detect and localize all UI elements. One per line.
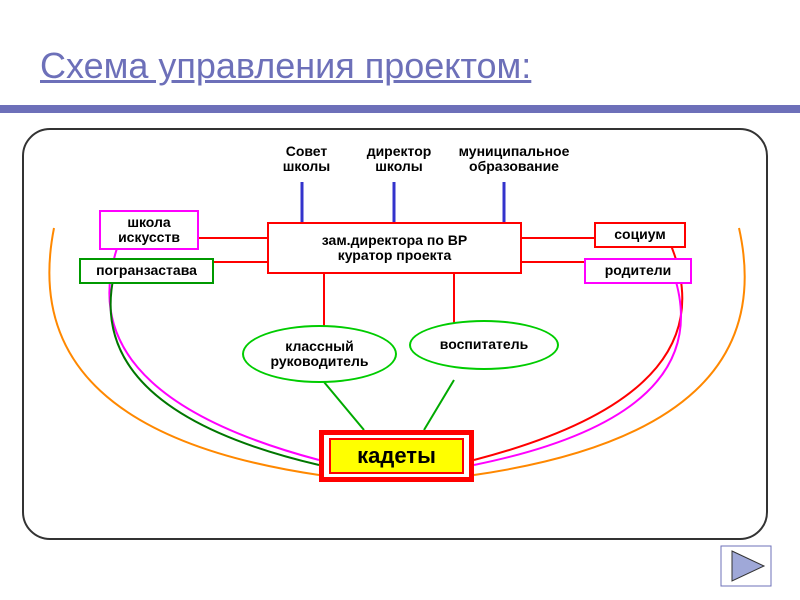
node-cadets-inner: кадеты: [329, 438, 464, 474]
page-title: Схема управления проектом:: [40, 45, 531, 87]
label-director: директор школы: [359, 144, 439, 175]
node-art-school: школа искусств: [99, 210, 199, 250]
diagram-frame: Совет школы директор школы муниципальное…: [22, 128, 768, 540]
node-outpost: погранзастава: [79, 258, 214, 284]
next-button[interactable]: [720, 545, 772, 587]
node-class-teacher: классный руководитель: [242, 325, 397, 383]
node-center-line1: зам.директора по ВР: [322, 233, 467, 248]
node-center-line2: куратор проекта: [338, 248, 452, 263]
play-icon: [720, 545, 772, 587]
title-underline: [0, 105, 800, 113]
node-cadets-outer: кадеты: [319, 430, 474, 482]
node-parents: родители: [584, 258, 692, 284]
label-municipal: муниципальное образование: [449, 144, 579, 175]
label-council: Совет школы: [269, 144, 344, 175]
node-center: зам.директора по ВР куратор проекта: [267, 222, 522, 274]
node-educator: воспитатель: [409, 320, 559, 370]
node-society: социум: [594, 222, 686, 248]
